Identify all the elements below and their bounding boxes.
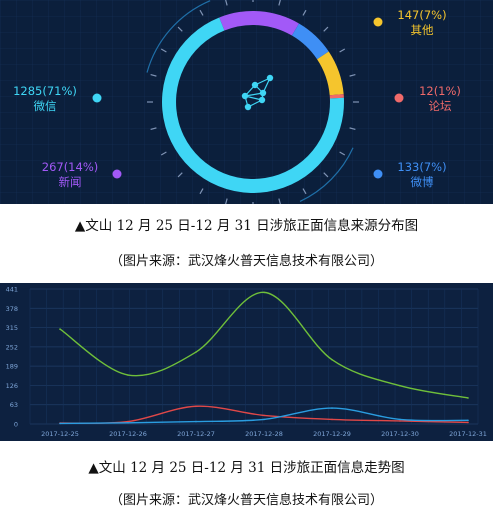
line-chart-panel: 0 63 126 189 252 315 378 441 2017-12-25 2017-12-2… xyxy=(0,283,493,441)
donut-tick xyxy=(150,127,157,131)
donut-decoration xyxy=(146,0,359,204)
network-node xyxy=(266,74,274,82)
network-node xyxy=(258,96,266,104)
donut-outer-arc xyxy=(299,147,354,202)
series-point-2 xyxy=(59,422,61,425)
line-chart-source: （图片来源：武汉烽火普天信息技术有限公司） xyxy=(109,493,383,508)
donut-tick xyxy=(225,0,228,6)
donut-tick xyxy=(323,172,329,178)
legend-name-微信: 微信 xyxy=(34,99,57,113)
network-node xyxy=(241,92,249,100)
line-chart: 0 63 126 189 252 315 378 441 2017-12-25 2017-12-2… xyxy=(6,286,487,439)
series-point-0 xyxy=(59,328,61,330)
legend-value-新闻: 267(14%) xyxy=(42,160,98,174)
donut-tick xyxy=(278,0,281,6)
series-point-0 xyxy=(195,351,197,353)
donut-tick xyxy=(302,9,307,16)
donut-tick xyxy=(302,188,307,195)
donut-chart-panel: 1285(71%) 微信 267(14%) 新闻 147(7%) 其他 12(1%) 论坛 13… xyxy=(0,0,493,204)
series-point-0 xyxy=(399,384,401,387)
donut-tick xyxy=(339,151,346,156)
series-point-0 xyxy=(467,397,469,399)
donut-tick xyxy=(160,48,167,53)
donut-tick xyxy=(177,172,183,178)
x-tick-label: 2017-12-27 xyxy=(177,430,215,438)
x-tick-label: 2017-12-29 xyxy=(313,430,351,438)
series-point-1 xyxy=(127,420,129,423)
donut-tick xyxy=(177,26,183,32)
donut-slice-新闻 xyxy=(219,11,299,36)
series-point-0 xyxy=(263,291,265,294)
x-tick-label: 2017-12-25 xyxy=(41,430,79,438)
legend-value-其他: 147(7%) xyxy=(397,8,446,22)
donut-tick xyxy=(349,73,356,77)
donut-chart: 1285(71%)微信 267(14%)新闻 147(7%)其他 12(1%)论坛 13… xyxy=(0,0,493,204)
series-point-2 xyxy=(263,418,265,421)
donut-tick xyxy=(199,188,204,195)
donut-chart-source: （图片来源：武汉烽火普天信息技术有限公司） xyxy=(109,254,383,269)
y-tick-label: 63 xyxy=(10,401,18,409)
legend-dot-微信 xyxy=(92,93,102,103)
legend-value-微博: 133(7%) xyxy=(397,160,446,174)
legend-value-微信: 1285(71%) xyxy=(13,84,77,98)
legend-name-论坛: 论坛 xyxy=(429,99,452,113)
legend-name-新闻: 新闻 xyxy=(59,175,82,189)
line-chart-series xyxy=(59,291,469,425)
line-chart-ticks: 0 63 126 189 252 315 378 441 2017-12-25 2017-12-2… xyxy=(6,286,487,439)
donut-tick xyxy=(349,127,356,131)
series-point-2 xyxy=(127,421,129,424)
legend-dot-新闻 xyxy=(112,169,122,179)
line-chart-grid xyxy=(29,288,479,425)
donut-slices xyxy=(161,11,344,193)
donut-tick xyxy=(199,9,204,16)
legend-value-论坛: 12(1%) xyxy=(419,84,461,98)
y-tick-label: 126 xyxy=(6,382,18,390)
donut-slice-微博 xyxy=(291,23,329,60)
x-tick-label: 2017-12-26 xyxy=(109,430,147,438)
legend-dot-其他 xyxy=(373,17,383,27)
series-point-1 xyxy=(331,418,333,421)
donut-slice-其他 xyxy=(317,51,344,96)
series-point-2 xyxy=(195,420,197,423)
y-tick-label: 252 xyxy=(6,343,18,351)
donut-tick xyxy=(339,48,346,53)
y-tick-label: 189 xyxy=(6,363,18,371)
series-point-2 xyxy=(399,418,401,421)
donut-slice-论坛 xyxy=(329,94,344,99)
legend-name-微博: 微博 xyxy=(411,175,434,189)
network-node xyxy=(259,89,267,97)
donut-tick xyxy=(225,198,228,204)
series-point-2 xyxy=(331,407,333,409)
series-point-0 xyxy=(331,358,333,361)
series-point-1 xyxy=(263,414,265,417)
series-point-1 xyxy=(195,405,197,408)
y-tick-label: 0 xyxy=(14,421,18,429)
legend-name-其他: 其他 xyxy=(411,23,434,37)
donut-tick xyxy=(160,151,167,156)
x-tick-label: 2017-12-30 xyxy=(381,430,419,438)
network-node xyxy=(251,81,259,89)
series-point-2 xyxy=(467,419,469,422)
legend-dot-论坛 xyxy=(394,93,404,103)
legend-dot-微博 xyxy=(373,169,383,179)
donut-chart-title: ▲文山 12 月 25 日-12 月 31 日涉旅正面信息来源分布图 xyxy=(74,218,419,234)
donut-tick xyxy=(278,198,281,204)
y-tick-label: 441 xyxy=(6,286,18,294)
series-point-1 xyxy=(399,420,401,422)
series-point-1 xyxy=(467,421,469,424)
donut-tick xyxy=(323,26,329,32)
x-tick-label: 2017-12-31 xyxy=(449,430,487,438)
y-tick-label: 378 xyxy=(6,305,18,313)
y-tick-label: 315 xyxy=(6,324,18,332)
donut-tick xyxy=(150,73,157,77)
network-node xyxy=(244,103,252,111)
donut-outer-arc xyxy=(146,0,211,73)
x-tick-label: 2017-12-28 xyxy=(245,430,283,438)
series-point-0 xyxy=(127,374,129,376)
line-chart-title: ▲文山 12 月 25 日-12 月 31 日涉旅正面信息走势图 xyxy=(88,460,405,476)
donut-legend-labels: 1285(71%)微信 267(14%)新闻 147(7%)其他 12(1%)论坛 13… xyxy=(13,8,461,189)
